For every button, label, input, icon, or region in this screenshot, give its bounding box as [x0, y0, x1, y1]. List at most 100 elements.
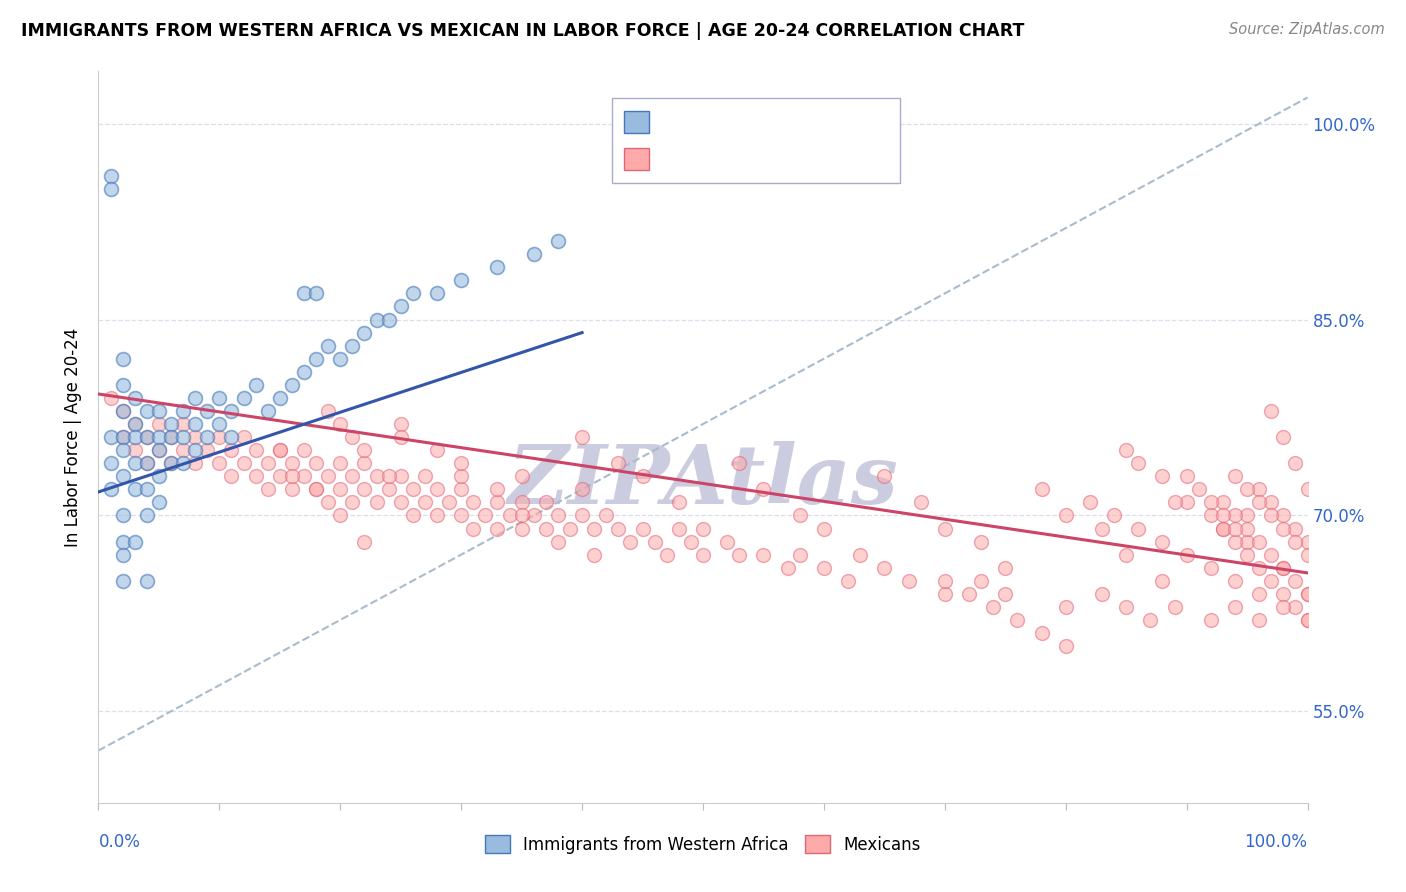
- Point: [1236, 483, 1258, 497]
- Point: [1091, 522, 1114, 536]
- Point: [353, 443, 375, 458]
- Point: [1054, 599, 1077, 614]
- Point: [148, 443, 170, 458]
- Point: [305, 351, 328, 366]
- Point: [256, 404, 278, 418]
- Point: [148, 495, 170, 509]
- Point: [486, 522, 509, 536]
- Point: [111, 508, 134, 523]
- Point: [148, 404, 170, 418]
- Text: IMMIGRANTS FROM WESTERN AFRICA VS MEXICAN IN LABOR FORCE | AGE 20-24 CORRELATION: IMMIGRANTS FROM WESTERN AFRICA VS MEXICA…: [21, 22, 1025, 40]
- Point: [1284, 534, 1306, 549]
- Point: [1272, 508, 1295, 523]
- Point: [776, 560, 799, 574]
- Point: [377, 469, 399, 483]
- Point: [389, 300, 412, 314]
- Point: [1260, 404, 1282, 418]
- Point: [1260, 548, 1282, 562]
- Point: [1199, 495, 1222, 509]
- Point: [1223, 522, 1246, 536]
- Point: [172, 443, 194, 458]
- Point: [934, 574, 956, 588]
- Point: [1115, 548, 1137, 562]
- Point: [342, 339, 364, 353]
- Point: [389, 469, 412, 483]
- Point: [1031, 483, 1053, 497]
- Point: [450, 469, 472, 483]
- Point: [100, 483, 122, 497]
- Point: [292, 443, 315, 458]
- Point: [789, 548, 811, 562]
- Point: [1163, 495, 1185, 509]
- Point: [124, 417, 146, 431]
- Point: [124, 417, 146, 431]
- Point: [450, 508, 472, 523]
- Point: [547, 508, 569, 523]
- Point: [1236, 508, 1258, 523]
- Point: [1031, 626, 1053, 640]
- Point: [523, 247, 546, 261]
- Point: [486, 483, 509, 497]
- Point: [281, 456, 304, 470]
- Point: [402, 483, 425, 497]
- Point: [1272, 522, 1295, 536]
- Point: [281, 377, 304, 392]
- Point: [353, 456, 375, 470]
- Point: [184, 391, 207, 405]
- Point: [1272, 560, 1295, 574]
- Point: [547, 534, 569, 549]
- Point: [305, 483, 328, 497]
- Point: [413, 469, 436, 483]
- Point: [135, 404, 157, 418]
- Point: [813, 522, 835, 536]
- Point: [1260, 508, 1282, 523]
- Point: [1296, 587, 1319, 601]
- Point: [316, 404, 339, 418]
- Point: [232, 391, 254, 405]
- Point: [1223, 469, 1246, 483]
- Point: [195, 404, 218, 418]
- Point: [1272, 587, 1295, 601]
- Point: [910, 495, 932, 509]
- Point: [510, 469, 533, 483]
- Point: [1091, 587, 1114, 601]
- Point: [1272, 430, 1295, 444]
- Point: [124, 483, 146, 497]
- Point: [813, 560, 835, 574]
- Point: [256, 456, 278, 470]
- Point: [1188, 483, 1211, 497]
- Point: [1223, 508, 1246, 523]
- Point: [292, 365, 315, 379]
- Point: [366, 469, 388, 483]
- Point: [184, 430, 207, 444]
- Point: [1296, 587, 1319, 601]
- Text: R =  -0.651   N =  199: R = -0.651 N = 199: [651, 150, 851, 168]
- Point: [534, 522, 557, 536]
- Point: [1212, 495, 1234, 509]
- Point: [135, 483, 157, 497]
- Text: Source: ZipAtlas.com: Source: ZipAtlas.com: [1229, 22, 1385, 37]
- Point: [644, 534, 666, 549]
- Point: [463, 495, 485, 509]
- Point: [1152, 469, 1174, 483]
- Point: [353, 326, 375, 340]
- Point: [208, 391, 231, 405]
- Point: [957, 587, 980, 601]
- Point: [607, 522, 630, 536]
- Point: [789, 508, 811, 523]
- Point: [366, 312, 388, 326]
- Point: [160, 456, 183, 470]
- Point: [172, 430, 194, 444]
- Point: [450, 483, 472, 497]
- Point: [389, 430, 412, 444]
- Point: [426, 483, 449, 497]
- Point: [135, 456, 157, 470]
- Point: [1199, 613, 1222, 627]
- Point: [245, 469, 267, 483]
- Point: [402, 286, 425, 301]
- Point: [426, 508, 449, 523]
- Point: [631, 522, 654, 536]
- Point: [135, 430, 157, 444]
- Point: [849, 548, 872, 562]
- Point: [305, 286, 328, 301]
